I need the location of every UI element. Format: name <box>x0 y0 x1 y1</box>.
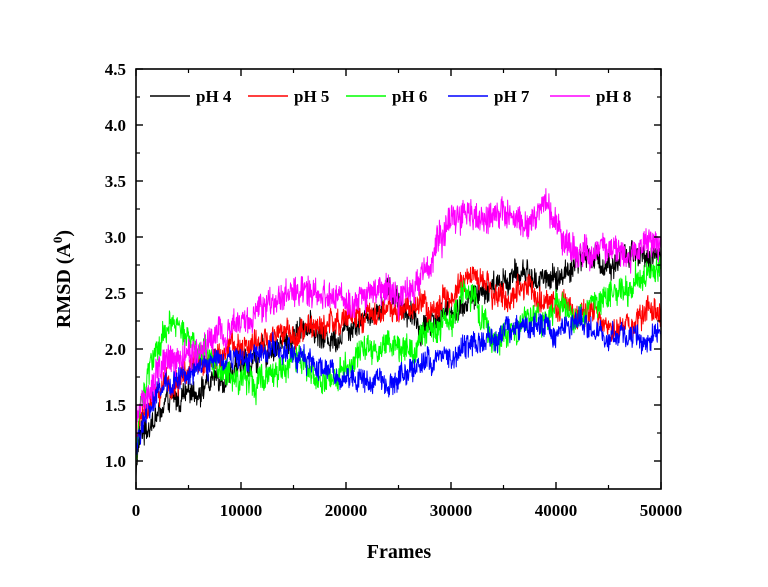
y-axis-title-superscript: 0 <box>50 237 65 244</box>
x-tick-label: 50000 <box>640 501 683 520</box>
legend-label: pH 7 <box>494 87 530 106</box>
plot-frame <box>135 68 662 490</box>
x-tick-label: 20000 <box>325 501 368 520</box>
legend-label: pH 5 <box>294 87 329 106</box>
series-line-ph-4 <box>136 239 661 477</box>
y-tick-label: 3.0 <box>105 228 126 247</box>
y-tick-labels: 1.0 1.5 2.0 2.5 3.0 3.5 4.0 4.5 <box>105 60 126 471</box>
series-line-ph-7 <box>136 306 661 455</box>
legend-label: pH 8 <box>596 87 631 106</box>
x-tick-label: 30000 <box>430 501 473 520</box>
x-tick-label: 0 <box>132 501 141 520</box>
y-tick-label: 4.0 <box>105 116 126 135</box>
x-axis-title: Frames <box>367 541 432 563</box>
y-tick-label: 3.5 <box>105 172 126 191</box>
x-tick-label: 40000 <box>535 501 578 520</box>
series-line-ph-8 <box>136 188 661 434</box>
x-tick-labels: 0 10000 20000 30000 40000 50000 <box>132 501 683 520</box>
axis-ticks <box>135 68 662 489</box>
y-tick-label: 2.5 <box>105 284 126 303</box>
y-tick-label: 1.0 <box>105 452 126 471</box>
legend-label: pH 6 <box>392 87 427 106</box>
y-tick-label: 4.5 <box>105 60 126 79</box>
y-tick-label: 1.5 <box>105 396 126 415</box>
y-axis-title-close: ) <box>53 230 75 237</box>
series-layer <box>136 188 661 477</box>
y-axis-title: RMSD (A0) <box>50 230 75 328</box>
legend: pH 4 pH 5 pH 6 pH 7 pH 8 <box>150 87 631 106</box>
legend-label: pH 4 <box>196 87 232 106</box>
y-tick-label: 2.0 <box>105 340 126 359</box>
y-axis-title-main: RMSD (A <box>53 243 75 329</box>
x-tick-label: 10000 <box>220 501 263 520</box>
